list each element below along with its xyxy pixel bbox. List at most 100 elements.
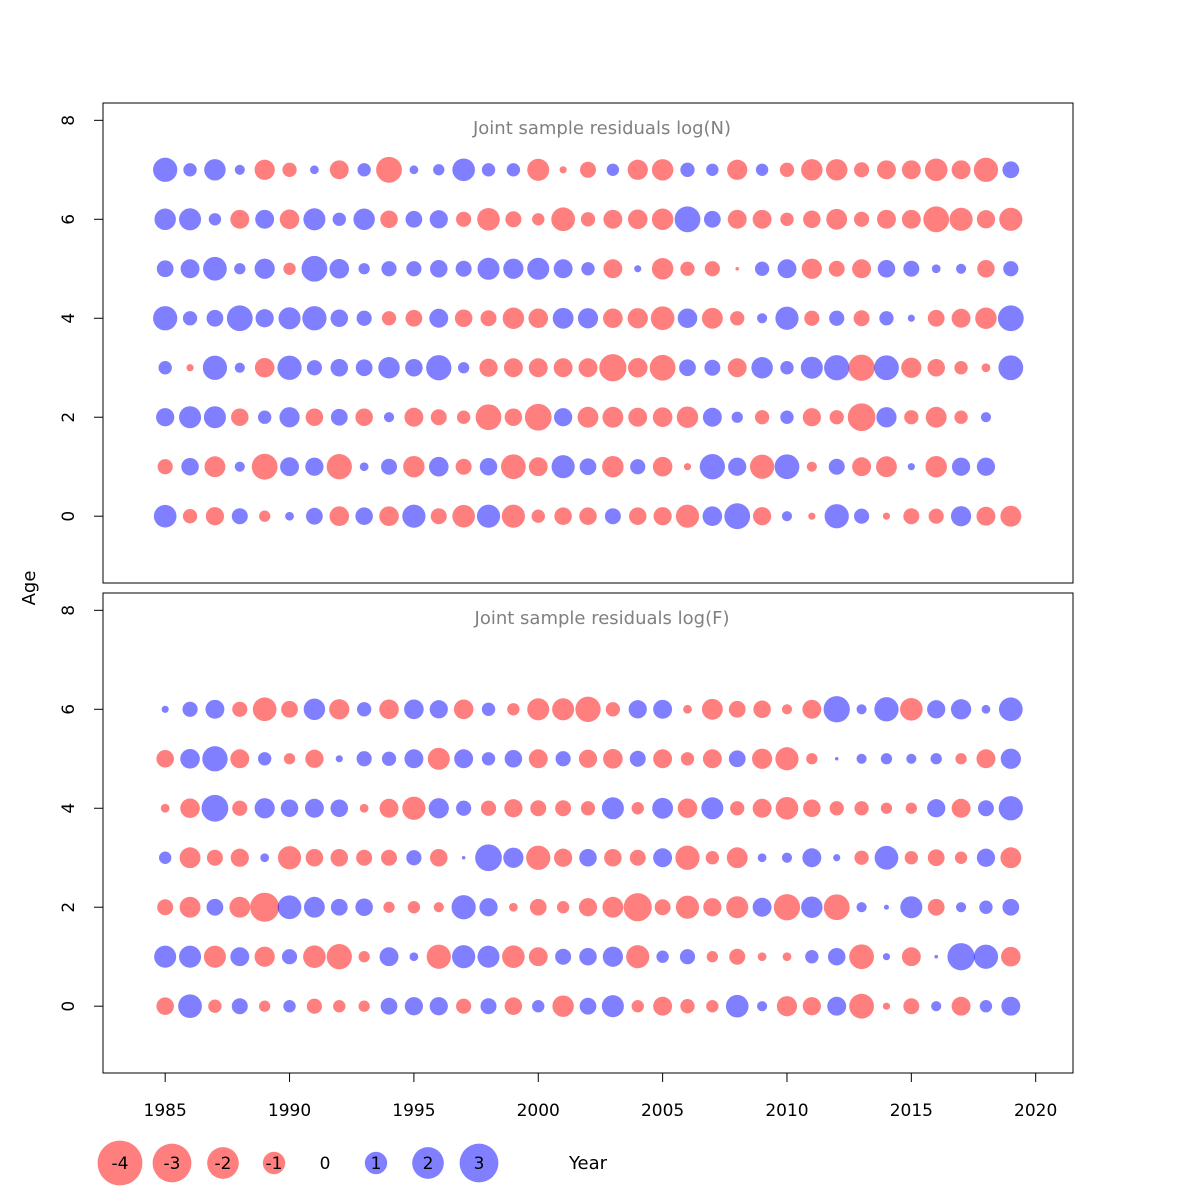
residual-bubble [680,752,695,766]
residual-bubble [1002,898,1020,916]
residual-bubble [551,207,575,232]
residual-bubble [530,800,547,817]
residual-bubble [501,504,525,528]
residual-bubble [234,461,245,472]
residual-bubble [883,904,889,910]
residual-bubble [979,900,993,914]
residual-bubble [755,163,769,177]
residual-bubble [757,853,767,863]
residual-bubble [903,998,920,1015]
residual-bubble [453,699,474,720]
residual-bubble [1000,847,1022,869]
residual-bubble [602,946,623,967]
residual-bubble [804,310,820,326]
residual-bubble [854,801,869,816]
y-tick-label: 0 [59,511,79,522]
residual-bubble [380,210,398,229]
residual-bubble [930,753,942,765]
residual-bubble [208,999,222,1013]
residual-bubble [554,408,573,427]
residual-bubble [630,459,646,475]
residual-bubble [179,896,201,918]
residual-bubble [679,949,696,965]
residual-bubble [504,997,523,1015]
residual-bubble [954,851,968,864]
residual-bubble [356,751,372,767]
residual-bubble [956,263,967,274]
residual-bubble [882,953,891,961]
residual-bubble [683,704,692,714]
y-tick-label: 8 [59,115,79,126]
residual-bubble [581,262,595,276]
residual-bubble [904,851,919,865]
residual-bubble [326,944,352,970]
residual-bubble [379,947,399,967]
residual-bubble [979,999,993,1013]
residual-bubble [232,800,248,816]
residual-bubble [531,509,545,523]
residual-bubble [854,508,870,524]
residual-bubble [980,412,992,423]
residual-bubble [782,952,792,962]
residual-bubble [260,853,270,863]
residual-bubble [250,892,280,922]
residual-bubble [730,801,745,816]
residual-bubble [559,166,567,174]
residual-bubble [476,504,501,528]
residual-bubble [153,157,178,182]
residual-bubble [257,752,272,766]
residual-bubble [234,164,245,175]
residual-bubble [205,699,225,719]
residual-bubble [651,258,674,280]
residual-bubble [156,260,174,278]
residual-bubble [604,848,622,867]
residual-bubble [526,845,551,870]
residual-bubble [998,355,1024,381]
residual-bubble [674,206,701,233]
residual-bubble [554,507,572,525]
residual-bubble [680,261,695,276]
residual-bubble [706,163,719,177]
residual-bubble [229,896,251,918]
residual-bubble [182,509,198,524]
residual-bubble [502,945,525,969]
residual-bubble [827,947,846,966]
residual-bubble [406,850,422,866]
residual-bubble [800,356,823,379]
legend-bubble [97,1140,143,1186]
residual-bubble [900,896,923,919]
residual-bubble [230,947,250,967]
residual-bubble [601,995,624,1018]
residual-bubble [405,309,423,327]
residual-bubble [928,508,944,524]
residual-bubble [579,848,597,867]
residual-bubble [828,260,845,277]
residual-bubble [947,943,975,971]
y-tick-label: 4 [59,803,79,814]
residual-bubble [402,504,426,528]
residual-bubble [676,406,699,428]
residual-bubble [358,263,370,275]
residual-bubble [981,363,991,373]
residual-bubble [627,159,648,180]
residual-bubble [580,161,596,178]
residual-bubble [973,944,999,969]
residual-bubble [774,454,800,480]
residual-bubble [724,503,751,530]
residual-bubble [754,261,770,276]
residual-bubble [154,208,176,231]
residual-bubble [603,209,623,229]
residual-bubble [203,256,227,281]
residual-bubble [429,210,448,229]
residual-bubble [575,696,601,722]
residual-bubble [854,850,869,865]
residual-bubble [208,213,222,226]
residual-bubble [552,307,574,329]
residual-bubble [828,458,845,475]
residual-bubble [455,260,472,277]
residual-bubble [702,749,722,769]
residual-bubble [1000,505,1022,527]
residual-bubble [602,455,624,478]
residual-bubble [480,310,497,327]
residual-bubble [433,164,445,176]
